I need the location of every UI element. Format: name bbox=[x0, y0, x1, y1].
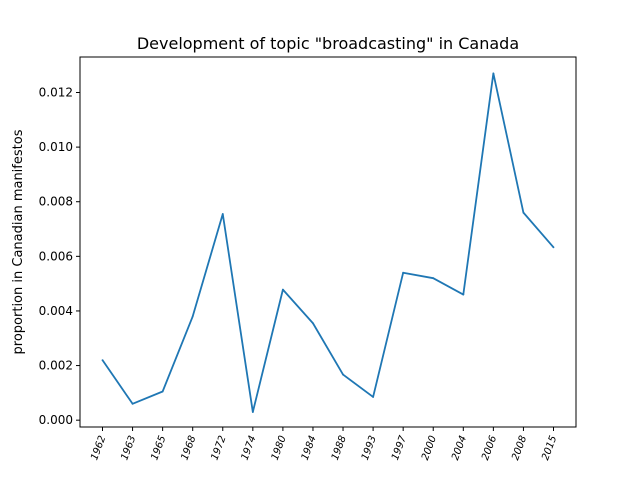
data-point bbox=[221, 213, 224, 215]
data-point bbox=[492, 72, 495, 75]
axes-frame bbox=[79, 56, 577, 428]
data-point bbox=[462, 293, 465, 296]
y-tick-label: 0.012 bbox=[39, 85, 73, 99]
series-line bbox=[101, 72, 555, 413]
data-point bbox=[161, 390, 164, 393]
y-tick-label: 0.010 bbox=[39, 140, 73, 154]
data-point bbox=[282, 288, 284, 291]
data-point bbox=[372, 396, 374, 398]
y-axis-label: proportion in Canadian manifestos bbox=[11, 129, 26, 354]
data-point bbox=[402, 271, 405, 274]
y-tick-label: 0.006 bbox=[39, 249, 73, 263]
data-point bbox=[251, 411, 254, 413]
data-point bbox=[552, 246, 555, 249]
data-point bbox=[342, 373, 344, 376]
y-tick-label: 0.002 bbox=[39, 359, 73, 373]
data-point bbox=[432, 277, 435, 280]
data-point bbox=[131, 402, 134, 405]
data-point bbox=[522, 211, 525, 214]
y-tick-label: 0.004 bbox=[39, 304, 73, 318]
y-tick-label: 0.008 bbox=[39, 195, 73, 209]
y-tick-label: 0.000 bbox=[39, 413, 73, 427]
data-point bbox=[312, 322, 314, 325]
data-point bbox=[191, 315, 194, 318]
chart-title: Development of topic "broadcasting" in C… bbox=[137, 34, 519, 53]
data-point bbox=[101, 359, 104, 361]
